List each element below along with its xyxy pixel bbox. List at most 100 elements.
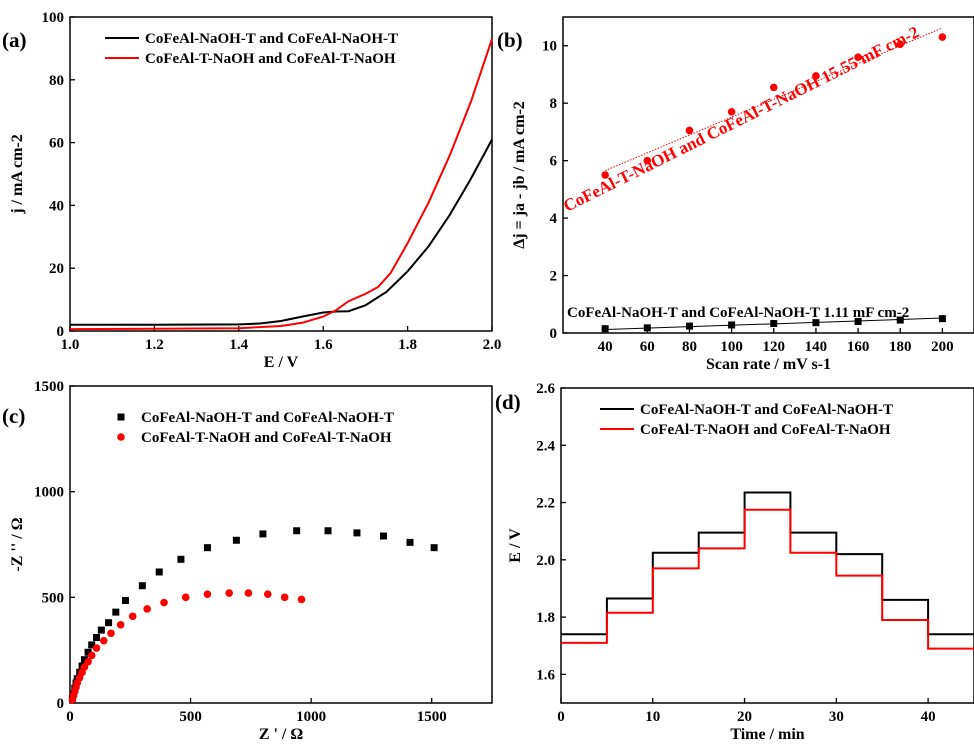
y-tick-label: 1000: [34, 485, 64, 501]
panel-label: (a): [2, 28, 27, 52]
data-point: [203, 590, 212, 598]
y-tick-label: 500: [42, 590, 65, 606]
data-point: [728, 321, 736, 329]
y-tick-label: 1.6: [536, 667, 555, 683]
panel-label: (c): [2, 404, 25, 428]
series-line: [561, 508, 974, 650]
data-point: [92, 644, 101, 652]
x-tick-label: 30: [829, 709, 844, 725]
y-axis-label: j / mA cm-2: [9, 134, 26, 215]
series-line: [70, 139, 493, 326]
data-point: [297, 595, 306, 604]
data-point: [84, 657, 92, 666]
data-point: [143, 605, 151, 613]
y-tick-label: 80: [49, 73, 64, 89]
x-tick-label: 100: [720, 339, 743, 355]
data-point: [812, 319, 820, 327]
plot-frame: [69, 16, 493, 332]
data-point: [769, 83, 778, 92]
x-axis-label: Z ' / Ω: [259, 726, 304, 743]
data-point: [353, 529, 361, 537]
y-tick-label: 2.6: [536, 381, 555, 397]
data-point: [643, 324, 651, 332]
fit-line: [604, 27, 943, 172]
data-point: [244, 589, 253, 597]
data-point: [430, 544, 438, 552]
plot-frame: [562, 16, 974, 334]
data-point: [232, 536, 240, 544]
data-point: [93, 633, 101, 641]
y-tick-label: 8: [550, 96, 558, 112]
legend-marker: [117, 433, 125, 441]
data-point: [896, 40, 905, 49]
data-point: [280, 593, 289, 602]
data-point: [97, 626, 105, 634]
data-point: [293, 527, 301, 535]
data-point: [84, 648, 92, 656]
y-tick-label: 40: [49, 198, 64, 214]
x-tick-label: 160: [847, 339, 870, 355]
x-tick-label: 60: [640, 339, 655, 355]
panel-label: (b): [497, 28, 523, 52]
data-point: [263, 590, 272, 598]
legend-entry: CoFeAl-NaOH-T and CoFeAl-NaOH-T: [141, 410, 394, 426]
y-axis-label: -Z '' / Ω: [9, 517, 26, 571]
legend-entry: CoFeAl-NaOH-T and CoFeAl-NaOH-T: [145, 31, 398, 47]
y-tick-label: 2.4: [536, 438, 555, 454]
y-tick-label: 100: [42, 10, 65, 26]
data-point: [87, 651, 96, 660]
data-point: [181, 593, 190, 602]
data-point: [203, 544, 211, 552]
data-point: [80, 656, 88, 664]
x-tick-label: 500: [179, 709, 202, 725]
legend-entry: CoFeAl-T-NaOH and CoFeAl-T-NaOH: [141, 430, 392, 446]
data-point: [379, 532, 387, 540]
x-tick-label: 40: [598, 339, 613, 355]
y-tick-label: 2: [550, 269, 558, 285]
x-tick-label: 1500: [417, 709, 447, 725]
y-tick-label: 2.0: [536, 553, 555, 569]
y-tick-label: 60: [49, 136, 64, 152]
x-tick-label: 2.0: [483, 337, 502, 353]
data-point: [812, 72, 820, 80]
data-point: [938, 33, 947, 41]
x-tick-label: 1.0: [61, 337, 80, 353]
x-tick-label: 1.6: [314, 337, 333, 353]
x-tick-label: 0: [66, 709, 74, 725]
plot-frame: [69, 385, 493, 704]
data-point: [727, 108, 736, 116]
data-point: [225, 589, 233, 597]
x-tick-label: 1000: [296, 709, 326, 725]
plot-frame: [560, 387, 974, 704]
data-point: [107, 629, 115, 638]
x-tick-label: 80: [682, 339, 697, 355]
data-point: [601, 325, 609, 333]
y-tick-label: 0: [550, 326, 558, 342]
data-point: [138, 582, 146, 590]
data-point: [121, 597, 129, 605]
y-axis-label: Δj = ja - jb / mA cm-2: [511, 101, 528, 249]
x-tick-label: 180: [889, 339, 912, 355]
legend-marker: [117, 413, 125, 421]
data-point: [643, 156, 652, 165]
data-point: [128, 612, 137, 621]
data-point: [88, 641, 96, 649]
data-point: [177, 555, 185, 563]
legend-entry: CoFeAl-T-NaOH and CoFeAl-T-NaOH: [640, 422, 891, 438]
slope-annotation: CoFeAl-T-NaOH and CoFeAl-T-NaOH 15.55 mF…: [560, 22, 922, 215]
data-point: [854, 53, 862, 62]
x-tick-label: 0: [557, 709, 565, 725]
data-point: [105, 619, 113, 627]
data-point: [160, 598, 168, 607]
legend-entry: CoFeAl-NaOH-T and CoFeAl-NaOH-T: [640, 402, 893, 418]
legend-entry: CoFeAl-T-NaOH and CoFeAl-T-NaOH: [145, 51, 396, 67]
x-tick-label: 120: [763, 339, 786, 355]
data-point: [99, 636, 108, 645]
x-tick-label: 10: [645, 709, 660, 725]
y-tick-label: 10: [542, 39, 557, 55]
y-tick-label: 1.8: [536, 610, 555, 626]
data-point: [324, 527, 332, 535]
y-axis-label: E / V: [507, 528, 524, 563]
data-point: [685, 322, 693, 330]
